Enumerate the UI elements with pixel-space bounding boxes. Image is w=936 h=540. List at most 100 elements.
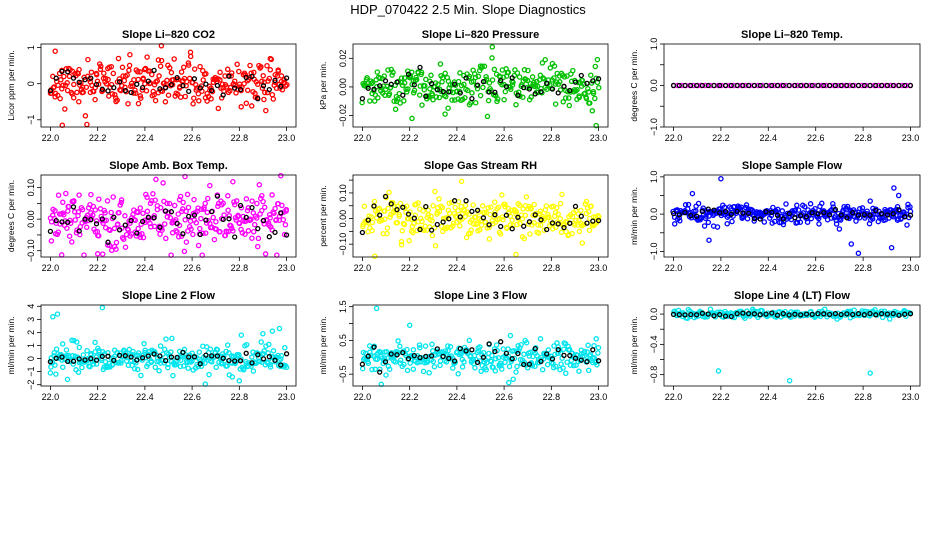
y-tick-label: 0.0 <box>649 308 659 321</box>
data-point <box>416 92 423 98</box>
data-point <box>114 97 120 103</box>
data-point <box>182 93 189 100</box>
overlay-point <box>815 82 821 89</box>
y-axis-label: ml/min per min. <box>318 316 328 374</box>
data-point <box>118 87 124 94</box>
overlay-point <box>283 75 290 81</box>
overlay-point <box>451 198 458 204</box>
data-point <box>230 228 236 234</box>
data-point <box>499 366 505 372</box>
overlay-point <box>99 216 105 222</box>
data-point <box>474 220 480 226</box>
data-point <box>111 225 118 232</box>
data-point <box>729 218 735 225</box>
data-point <box>135 76 141 83</box>
overlay-point <box>157 224 163 230</box>
data-point <box>181 248 188 255</box>
overlay-point <box>428 227 435 233</box>
overlay-point <box>670 311 677 318</box>
overlay-point <box>711 207 717 213</box>
data-point <box>368 214 374 220</box>
data-point <box>386 189 392 196</box>
data-point <box>131 365 138 372</box>
overlay-point <box>861 212 867 218</box>
data-point <box>269 91 276 98</box>
data-point <box>369 219 376 226</box>
overlay-point <box>492 212 498 218</box>
data-point <box>431 363 438 370</box>
data-point <box>160 180 166 186</box>
data-point <box>786 377 793 384</box>
data-point <box>64 376 71 383</box>
data-point <box>551 75 557 81</box>
data-point <box>395 96 401 102</box>
data-point <box>55 229 62 235</box>
data-point <box>125 100 131 107</box>
data-point <box>83 84 90 90</box>
data-point <box>489 55 495 61</box>
data-point <box>833 221 840 227</box>
overlay-point <box>538 358 544 365</box>
data-point <box>148 359 155 366</box>
y-tick-label: −1 <box>26 115 36 125</box>
data-point <box>131 76 137 83</box>
overlay-point <box>544 351 550 357</box>
overlay-point <box>561 224 567 231</box>
overlay-point <box>809 210 815 216</box>
overlay-point <box>122 222 128 228</box>
overlay-point <box>838 82 844 89</box>
overlay-point <box>53 75 59 81</box>
overlay-point <box>584 220 590 226</box>
data-point <box>264 62 270 69</box>
data-point <box>151 213 158 219</box>
overlay-point <box>371 86 377 92</box>
data-point <box>96 196 102 202</box>
overlay-point <box>590 218 596 224</box>
data-point <box>200 77 206 83</box>
overlay-point <box>59 219 65 225</box>
data-point <box>92 207 99 213</box>
data-point <box>588 72 594 78</box>
overlay-point <box>532 346 538 352</box>
overlay-point <box>832 82 839 89</box>
chart-panel-3: Slope Li–820 Temp. degrees C per min. 22.0… <box>629 29 921 143</box>
data-point <box>171 56 177 62</box>
x-tick-label: 22.8 <box>543 133 561 143</box>
data-point <box>429 348 436 354</box>
overlay-point <box>417 354 423 361</box>
data-point <box>80 352 87 358</box>
x-tick-label: 22.2 <box>89 392 107 402</box>
data-point <box>108 209 114 216</box>
data-point <box>513 209 520 215</box>
data-point <box>157 63 164 69</box>
data-point <box>869 216 876 222</box>
data-point <box>867 370 873 376</box>
data-point <box>203 71 209 77</box>
data-point <box>797 219 804 225</box>
overlay-point <box>220 92 226 98</box>
panel-title: Slope Li–820 Temp. <box>741 29 843 41</box>
data-point <box>514 363 520 370</box>
overlay-point <box>469 95 475 102</box>
data-point <box>428 72 434 79</box>
overlay-point <box>186 213 192 220</box>
overlay-point <box>99 86 105 92</box>
series-points <box>359 305 602 388</box>
data-point <box>594 56 601 63</box>
overlay-point <box>122 87 128 94</box>
overlay-point <box>844 311 850 317</box>
data-point <box>55 192 62 198</box>
data-point <box>455 371 461 377</box>
overlay-point <box>168 209 175 215</box>
overlay-point <box>70 75 77 81</box>
data-point <box>595 350 601 356</box>
data-point <box>122 244 129 250</box>
data-point <box>271 210 277 217</box>
x-tick-label: 22.8 <box>231 263 249 273</box>
overlay-point <box>503 83 510 90</box>
overlay-point <box>515 214 521 220</box>
data-point <box>55 82 61 88</box>
data-point <box>525 67 531 74</box>
overlay-point <box>549 86 556 92</box>
data-point <box>157 343 164 349</box>
